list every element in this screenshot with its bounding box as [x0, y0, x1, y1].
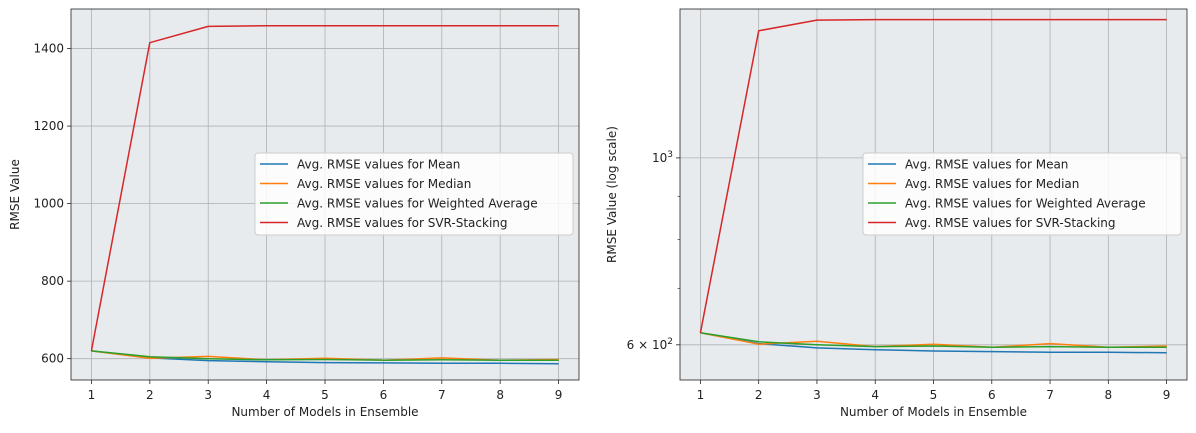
x-tick-label: 9 — [555, 388, 563, 402]
y-axis-label: RMSE Value (log scale) — [605, 126, 619, 263]
chart-panel-2: 1 2 3 4 5 6 7 8 9 6 × 102 103 Number of Models in E… — [605, 8, 1188, 419]
legend-label: Avg. RMSE values for Median — [297, 177, 471, 191]
legend-entry: Avg. RMSE values for Mean — [260, 158, 460, 172]
legend-label: Avg. RMSE values for Mean — [297, 158, 460, 172]
legend-entry: Avg. RMSE values for SVR-Stacking — [868, 216, 1116, 230]
x-tick-label: 2 — [146, 388, 154, 402]
x-tick-label: 4 — [263, 388, 271, 402]
legend-entry: Avg. RMSE values for Median — [868, 177, 1079, 191]
x-tick-label: 2 — [755, 388, 763, 402]
legend-label: Avg. RMSE values for Weighted Average — [297, 197, 538, 211]
x-tick-label: 7 — [438, 388, 446, 402]
legend: Avg. RMSE values for Mean Avg. RMSE value… — [862, 152, 1182, 236]
y-tick-label: 6 × 102 — [627, 337, 673, 352]
series-line-3 — [700, 332, 1167, 349]
x-axis-label: Number of Models in Ensemble — [840, 405, 1027, 419]
axes-frame — [679, 8, 1188, 381]
x-tick-label: 7 — [1046, 388, 1054, 402]
legend-label: Avg. RMSE values for SVR-Stacking — [905, 216, 1116, 230]
series-line-1 — [91, 350, 559, 365]
y-tick-label: 103 — [652, 150, 673, 165]
axes-frame — [70, 8, 580, 381]
legend-label: Avg. RMSE values for Mean — [905, 158, 1068, 172]
x-tick-label: 9 — [1163, 388, 1171, 402]
legend-entry: Avg. RMSE values for SVR-Stacking — [260, 216, 508, 230]
y-tick-label: 1200 — [33, 119, 64, 133]
chart-panel-1: 1 2 3 4 5 6 7 8 9 600 800 1000 1200 1400 Number of Mod… — [8, 8, 580, 419]
x-tick-label: 1 — [88, 388, 96, 402]
x-axis-label: Number of Models in Ensemble — [231, 405, 418, 419]
y-tick-label: 1000 — [33, 197, 64, 211]
legend-box — [862, 152, 1182, 236]
legend-label: Avg. RMSE values for SVR-Stacking — [297, 216, 508, 230]
legend-entry: Avg. RMSE values for Mean — [868, 158, 1068, 172]
x-tick-label: 1 — [697, 388, 705, 402]
series-line-4 — [699, 18, 1167, 333]
x-tick-label: 3 — [204, 388, 212, 402]
series-line-3 — [91, 350, 559, 361]
x-tick-label: 5 — [930, 388, 938, 402]
x-tick-label: 8 — [1105, 388, 1113, 402]
legend-label: Avg. RMSE values for Weighted Average — [905, 197, 1146, 211]
x-tick-label: 8 — [496, 388, 504, 402]
y-tick-label: 600 — [41, 352, 64, 366]
legend-entry: Avg. RMSE values for Weighted Average — [868, 197, 1146, 211]
legend-entry: Avg. RMSE values for Weighted Average — [260, 197, 538, 211]
x-tick-label: 6 — [380, 388, 388, 402]
legend-entry: Avg. RMSE values for Median — [260, 177, 471, 191]
y-tick-label: 800 — [41, 274, 64, 288]
x-tick-label: 3 — [813, 388, 821, 402]
legend-box — [254, 152, 574, 236]
series-line-4 — [90, 24, 559, 352]
x-tick-label: 4 — [871, 388, 879, 402]
x-tick-label: 6 — [988, 388, 996, 402]
x-tick-label: 5 — [321, 388, 329, 402]
legend: Avg. RMSE values for Mean Avg. RMSE value… — [254, 152, 574, 236]
series-line-1 — [700, 332, 1167, 354]
y-tick-label: 1400 — [33, 42, 64, 56]
legend-label: Avg. RMSE values for Median — [905, 177, 1079, 191]
y-axis-label: RMSE Value — [8, 159, 22, 230]
